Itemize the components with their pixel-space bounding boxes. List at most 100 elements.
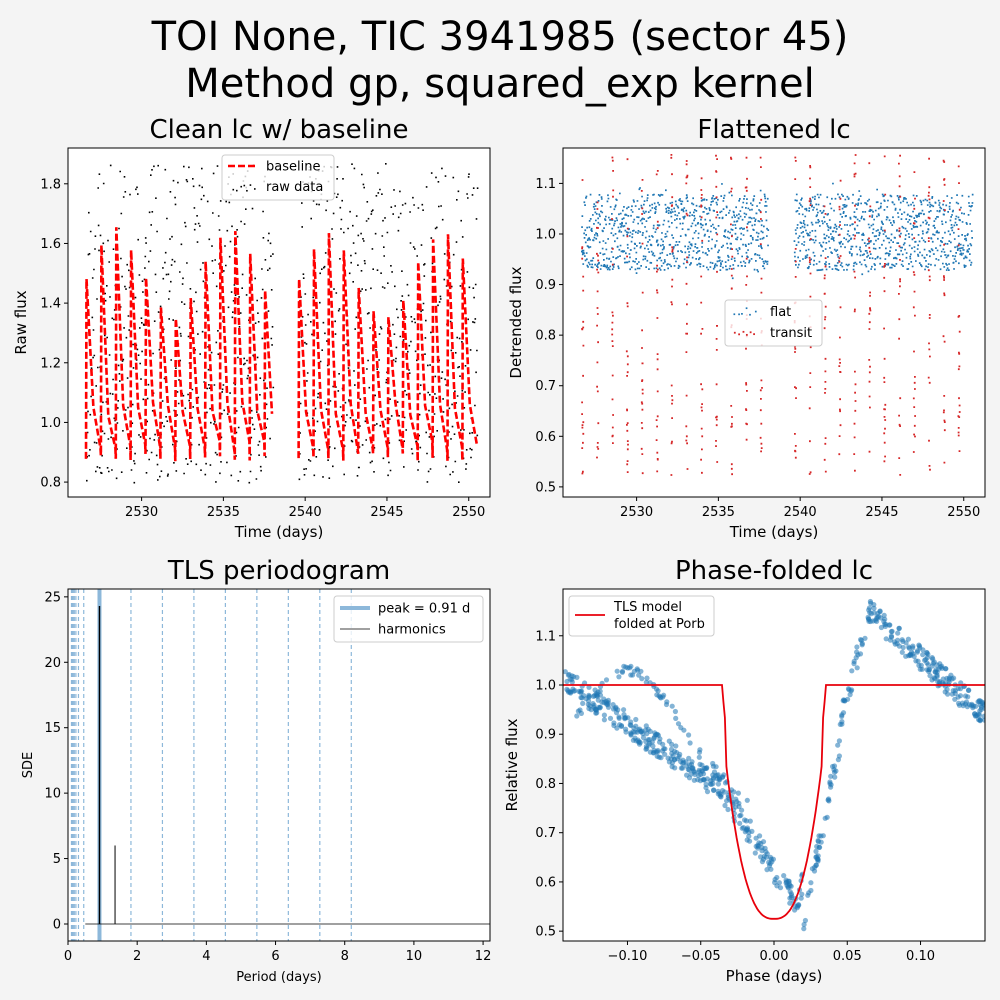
phase-point [568, 690, 574, 696]
phase-point [888, 633, 895, 639]
phase-point [738, 812, 744, 818]
phase-point [859, 642, 865, 648]
phase-point [801, 921, 807, 928]
phase-point [943, 666, 949, 672]
legend-transit-swatch [742, 330, 745, 333]
phase-point [616, 714, 622, 720]
phase-point [616, 674, 622, 680]
phase-point [586, 693, 592, 700]
phase-point [733, 804, 739, 810]
phase-point [643, 727, 649, 733]
x-tick-label: 8 [341, 949, 349, 964]
phase-point [849, 687, 855, 693]
legend-box [724, 299, 823, 347]
phase-point [574, 713, 580, 719]
phase-point [975, 699, 981, 705]
y-tick-label: 20 [44, 656, 61, 671]
phase-point [798, 895, 804, 901]
phase-point [876, 614, 882, 620]
legend-raw-swatch [235, 189, 238, 192]
y-tick-label: 0.6 [535, 430, 556, 445]
phase-point [828, 782, 834, 788]
phase-point [763, 854, 769, 860]
x-tick-label: 2540 [784, 505, 817, 520]
x-tick-label: 2535 [207, 505, 240, 520]
phase-point [956, 702, 963, 708]
phase-point [679, 765, 686, 771]
phase-point [692, 771, 698, 778]
y-tick-label: 1.0 [535, 227, 556, 242]
panel-title: TLS periodogram [167, 556, 390, 586]
phase-point [696, 754, 702, 760]
phase-point [777, 885, 784, 891]
phase-point [929, 677, 935, 683]
phase-point [781, 873, 787, 879]
phase-point [957, 686, 964, 692]
phase-point [772, 879, 778, 886]
x-axis-label: Time (days) [234, 523, 324, 541]
panel-0: 2530 2535 2540 2545 2550 0.8 1.0 1.2 1.4 1.6 1.8 Cl… [12, 115, 491, 541]
phase-point [669, 703, 675, 709]
phase-point [836, 738, 843, 744]
phase-point [982, 717, 985, 723]
legend-peak-label: peak = 0.91 d [378, 602, 470, 617]
phase-point [619, 668, 626, 674]
x-tick-label: 2545 [865, 505, 898, 520]
phase-point [974, 712, 980, 719]
phase-point [801, 926, 807, 932]
phase-point [638, 729, 644, 735]
legend-harmonics-label: harmonics [378, 623, 446, 638]
legend-flat-swatch [741, 312, 743, 315]
phase-point [917, 666, 923, 672]
phase-point [677, 751, 683, 758]
phase-point [614, 725, 620, 731]
phase-point [710, 781, 716, 787]
legend-flat-swatch [733, 313, 736, 316]
x-axis-label: Period (days) [236, 970, 322, 985]
y-tick-label: 5 [53, 852, 61, 867]
y-tick-label: 0.9 [535, 728, 556, 743]
phase-point [747, 818, 753, 824]
phase-point [920, 652, 926, 658]
phase-point [894, 641, 900, 647]
y-tick-label: 0 [53, 917, 61, 932]
phase-point [929, 663, 935, 669]
legend: TLS model folded at Porb [568, 595, 715, 637]
phase-point [889, 628, 895, 635]
baseline-line [297, 233, 479, 462]
legend-flat-swatch [749, 313, 751, 316]
phase-point [722, 802, 728, 809]
phase-point [687, 740, 693, 746]
phase-point [689, 759, 695, 765]
y-tick-label: 1.0 [40, 416, 61, 431]
y-tick-label: 1.1 [535, 629, 556, 644]
legend: peak = 0.91 d harmonics [333, 595, 484, 643]
legend-transit-swatch [753, 333, 755, 336]
phase-point [578, 710, 585, 717]
legend-transit-swatch [733, 331, 736, 334]
legend-raw-label: raw data [266, 180, 323, 195]
y-tick-label: 0.5 [535, 480, 556, 495]
phase-point [614, 668, 620, 674]
y-tick-label: 1.1 [535, 177, 556, 192]
phase-point [962, 701, 969, 707]
phase-point [951, 675, 957, 681]
x-tick-label: 10 [406, 949, 423, 964]
phase-point [650, 743, 656, 749]
phase-point [776, 880, 783, 886]
legend: baseline raw data [221, 154, 335, 201]
legend-flat-swatch [754, 310, 757, 313]
phase-point [640, 735, 647, 741]
phase-point [769, 859, 775, 865]
x-tick-label: 2550 [947, 505, 980, 520]
phase-point [636, 672, 642, 678]
phase-point [578, 694, 584, 701]
phase-point [925, 651, 931, 657]
phase-point [632, 735, 638, 741]
legend-flat-swatch [745, 307, 748, 310]
x-tick-label: 6 [271, 949, 279, 964]
phase-point [840, 710, 847, 716]
phase-point [611, 720, 617, 726]
phase-point [633, 716, 639, 723]
